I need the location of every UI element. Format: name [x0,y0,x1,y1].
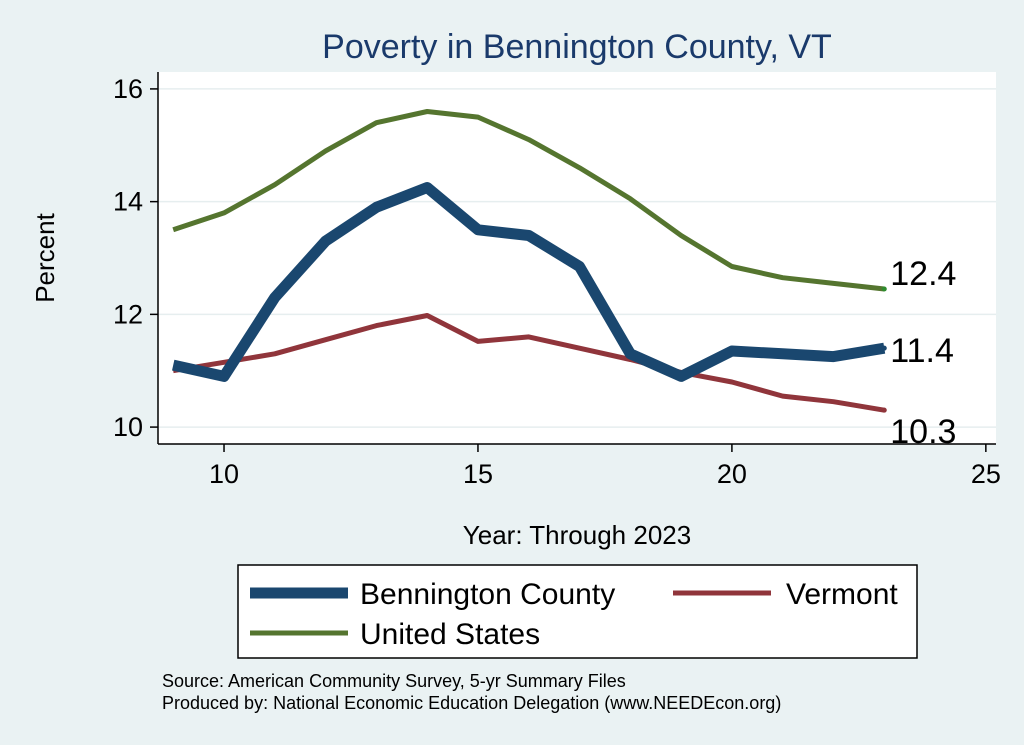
end-label-bennington-county: 11.4 [890,332,954,370]
y-tick-label: 14 [113,187,143,217]
plot-area [158,72,996,444]
series [172,109,887,413]
y-tick-label: 16 [113,74,143,104]
series-line-bennington-county [172,182,886,382]
axes: 10 12 14 16 10 15 20 25 [113,72,1001,489]
series-line-vermont [172,313,885,413]
produced-by-note: Produced by: National Economic Education… [162,693,781,713]
legend-box [237,564,918,659]
end-labels: 11.4 10.3 12.4 [890,255,956,451]
x-tick-label: 10 [209,459,239,489]
x-axis-title: Year: Through 2023 [463,520,691,550]
legend: Bennington County Vermont United States [237,564,918,659]
series-end-point [881,286,887,292]
legend-label-united-states: United States [360,618,540,651]
source-note: Source: American Community Survey, 5-yr … [162,671,626,691]
chart-title: Poverty in Bennington County, VT [322,28,832,66]
y-axis-title: Percent [30,212,60,302]
series-end-point [881,407,887,413]
x-tick-label: 25 [971,459,1001,489]
series-line-united-states [172,109,885,292]
series-end-point [881,345,887,351]
y-tick-label: 10 [113,412,143,442]
legend-label-bennington-county: Bennington County [360,578,615,611]
legend-label-vermont: Vermont [786,578,898,611]
x-tick-label: 15 [463,459,493,489]
end-label-vermont: 10.3 [890,413,956,451]
gridlines [158,88,996,428]
x-tick-label: 20 [717,459,747,489]
end-label-united-states: 12.4 [890,255,956,293]
y-tick-label: 12 [113,299,143,329]
